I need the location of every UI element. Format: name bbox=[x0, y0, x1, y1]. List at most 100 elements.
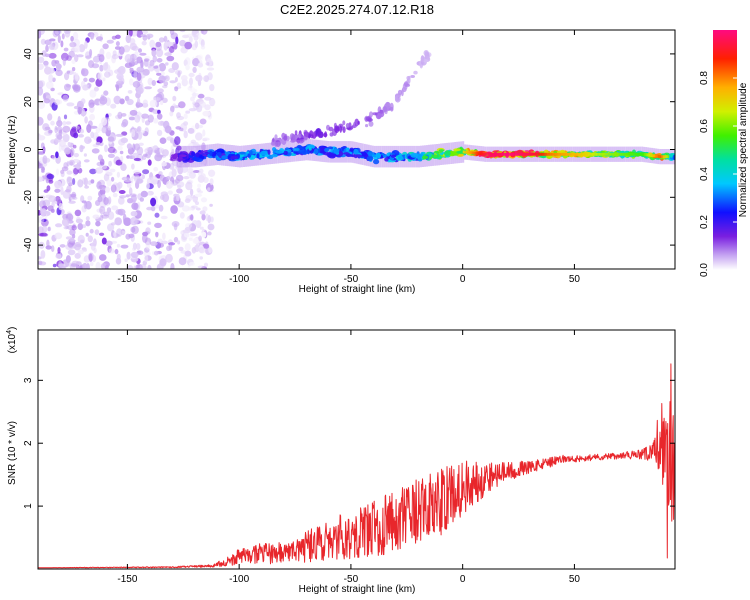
noise-speckle bbox=[175, 36, 179, 45]
ridge-core bbox=[473, 151, 476, 155]
snr-y-tick-label: 1 bbox=[23, 503, 34, 509]
noise-speckle bbox=[73, 153, 80, 158]
noise-speckle bbox=[75, 243, 82, 248]
streak-blob bbox=[291, 133, 296, 141]
noise-speckle bbox=[161, 161, 167, 167]
noise-speckle bbox=[176, 82, 182, 88]
noise-speckle bbox=[199, 168, 204, 174]
noise-speckle bbox=[176, 188, 183, 194]
noise-speckle bbox=[56, 120, 63, 127]
noise-speckle bbox=[187, 127, 195, 134]
noise-speckle bbox=[38, 216, 45, 223]
noise-speckle bbox=[154, 222, 162, 229]
ridge-core bbox=[587, 152, 590, 156]
noise-speckle bbox=[68, 159, 75, 166]
noise-speckle bbox=[197, 183, 202, 188]
ridge-core bbox=[572, 152, 574, 156]
noise-speckle bbox=[122, 213, 127, 223]
noise-speckle bbox=[113, 95, 122, 105]
ridge-core bbox=[636, 152, 638, 156]
ridge-core bbox=[536, 152, 538, 156]
snr-frame bbox=[37, 329, 676, 570]
noise-speckle bbox=[178, 257, 187, 266]
snr-x-tick-label: -150 bbox=[117, 574, 137, 585]
noise-speckle bbox=[102, 77, 106, 82]
spectrogram-y-tick-label: -40 bbox=[23, 237, 34, 252]
noise-speckle bbox=[141, 174, 145, 180]
noise-speckle bbox=[177, 240, 181, 245]
ridge-core bbox=[489, 152, 491, 156]
noise-speckle bbox=[200, 45, 206, 50]
noise-speckle bbox=[207, 187, 211, 192]
noise-speckle bbox=[158, 37, 165, 43]
noise-speckle bbox=[67, 249, 76, 256]
noise-speckle bbox=[51, 59, 57, 67]
ridge-core bbox=[620, 152, 623, 156]
noise-speckle bbox=[146, 33, 154, 39]
noise-speckle bbox=[165, 253, 173, 263]
noise-speckle bbox=[179, 39, 187, 47]
ridge-blob bbox=[418, 158, 423, 162]
colorbar-tick-label: 0.2 bbox=[699, 215, 710, 229]
noise-speckle bbox=[157, 179, 162, 189]
noise-speckle bbox=[143, 153, 148, 157]
noise-speckle bbox=[62, 213, 68, 220]
noise-speckle bbox=[197, 190, 203, 194]
noise-speckle bbox=[103, 211, 110, 217]
ridge-core bbox=[531, 152, 534, 156]
noise-speckle bbox=[91, 255, 97, 263]
noise-speckle bbox=[151, 49, 157, 57]
noise-speckle bbox=[107, 125, 111, 131]
noise-speckle bbox=[155, 48, 164, 58]
noise-speckle bbox=[204, 104, 211, 111]
ridge-core bbox=[584, 152, 587, 156]
ridge-core bbox=[522, 152, 524, 156]
streak-blob bbox=[334, 125, 340, 133]
ridge-blob bbox=[390, 154, 396, 158]
noise-speckle bbox=[95, 78, 103, 87]
streak-blob bbox=[274, 134, 278, 140]
ridge-core bbox=[545, 152, 548, 156]
noise-speckle bbox=[56, 168, 59, 176]
noise-speckle bbox=[71, 59, 76, 64]
ridge-halo bbox=[327, 141, 330, 163]
noise-speckle bbox=[167, 239, 174, 247]
noise-speckle bbox=[174, 136, 181, 146]
noise-speckle bbox=[38, 116, 44, 126]
snr-y-tick-label: 2 bbox=[23, 440, 34, 446]
noise-speckle bbox=[40, 38, 46, 45]
streak-blob bbox=[283, 135, 288, 141]
noise-speckle bbox=[117, 208, 126, 216]
noise-speckle bbox=[117, 181, 123, 189]
noise-speckle bbox=[129, 38, 136, 46]
streak-blob bbox=[401, 89, 404, 97]
noise-speckle bbox=[177, 70, 181, 78]
ridge-core bbox=[487, 152, 490, 156]
ridge-core bbox=[515, 152, 518, 156]
noise-speckle bbox=[144, 254, 149, 263]
snr-plot-area bbox=[38, 363, 675, 569]
noise-speckle bbox=[123, 177, 132, 183]
noise-speckle bbox=[69, 147, 75, 156]
noise-speckle bbox=[162, 232, 166, 240]
noise-speckle bbox=[133, 143, 141, 151]
ridge-blob bbox=[188, 155, 193, 158]
noise-speckle bbox=[134, 114, 141, 123]
noise-speckle bbox=[184, 227, 191, 231]
noise-speckle bbox=[116, 243, 121, 248]
noise-speckle bbox=[77, 106, 83, 114]
noise-speckle bbox=[156, 58, 163, 63]
noise-speckle bbox=[38, 260, 43, 266]
ridge-core bbox=[653, 154, 656, 158]
noise-speckle bbox=[44, 53, 50, 58]
noise-speckle bbox=[147, 77, 153, 86]
noise-speckle bbox=[65, 189, 71, 193]
noise-speckle bbox=[72, 144, 77, 149]
noise-speckle bbox=[136, 56, 143, 64]
noise-speckle bbox=[42, 146, 46, 154]
noise-speckle bbox=[160, 194, 165, 200]
ridge-blob bbox=[174, 153, 178, 158]
noise-speckle bbox=[97, 154, 103, 161]
ridge-core bbox=[550, 152, 552, 156]
noise-speckle bbox=[74, 252, 81, 259]
